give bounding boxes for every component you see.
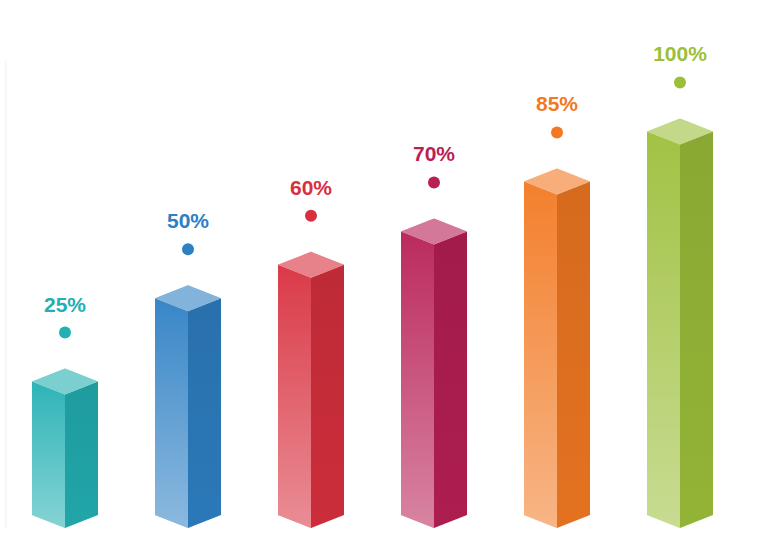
label-dot <box>551 126 563 138</box>
data-label: 85% <box>536 92 578 115</box>
data-label: 60% <box>290 176 332 199</box>
bar-front-face <box>401 231 434 528</box>
bar-side-face <box>680 131 713 528</box>
bar-front-face <box>155 298 188 528</box>
bar <box>155 285 221 528</box>
bar-front-face <box>278 265 311 528</box>
bar-side-shade <box>311 265 344 528</box>
bar-top-shade <box>524 168 590 194</box>
bar-top-shade <box>32 369 98 395</box>
bar-top-shade <box>278 252 344 278</box>
bar-top-face <box>32 369 98 395</box>
bar-front-face <box>524 181 557 528</box>
data-label: 100% <box>653 42 707 65</box>
bar-side-shade <box>557 181 590 528</box>
bar-front-face <box>647 131 680 528</box>
bar-side-shade <box>188 298 221 528</box>
bar <box>647 118 713 528</box>
chart-container: 25% 50% 60% 70% 85% 100% <box>0 0 768 548</box>
data-label: 70% <box>413 142 455 165</box>
label-dot <box>305 210 317 222</box>
bar <box>401 218 467 528</box>
bar-front-shade <box>401 231 434 528</box>
bar-side-face <box>311 265 344 528</box>
bar-front-shade <box>32 382 65 528</box>
bar <box>278 252 344 528</box>
bar-top-face <box>278 252 344 278</box>
bar-side-face <box>434 231 467 528</box>
chart-svg: 25% 50% 60% 70% 85% 100% <box>0 0 768 548</box>
bar-front-shade <box>647 131 680 528</box>
bar-top-shade <box>647 118 713 144</box>
value-axis <box>6 61 7 528</box>
label-dot <box>182 243 194 255</box>
bar-top-shade <box>155 285 221 311</box>
bar-side-face <box>65 382 98 528</box>
labels: 25% 50% 60% 70% 85% 100% <box>44 42 707 338</box>
bar-side-face <box>188 298 221 528</box>
bar <box>32 369 98 528</box>
bar-side-face <box>557 181 590 528</box>
bar-top-face <box>401 218 467 244</box>
bar-top-face <box>155 285 221 311</box>
bar-front-shade <box>278 265 311 528</box>
bar-front-face <box>32 382 65 528</box>
data-label: 50% <box>167 209 209 232</box>
bar-side-shade <box>65 382 98 528</box>
plot-area <box>32 118 713 528</box>
bar-side-shade <box>680 131 713 528</box>
label-dot <box>59 327 71 339</box>
bar-side-shade <box>434 231 467 528</box>
bar-top-face <box>647 118 713 144</box>
label-dot <box>428 176 440 188</box>
bar-front-shade <box>524 181 557 528</box>
data-label: 25% <box>44 293 86 316</box>
bar-front-shade <box>155 298 188 528</box>
bar-top-face <box>524 168 590 194</box>
label-dot <box>674 76 686 88</box>
bar-top-shade <box>401 218 467 244</box>
bar <box>524 168 590 528</box>
